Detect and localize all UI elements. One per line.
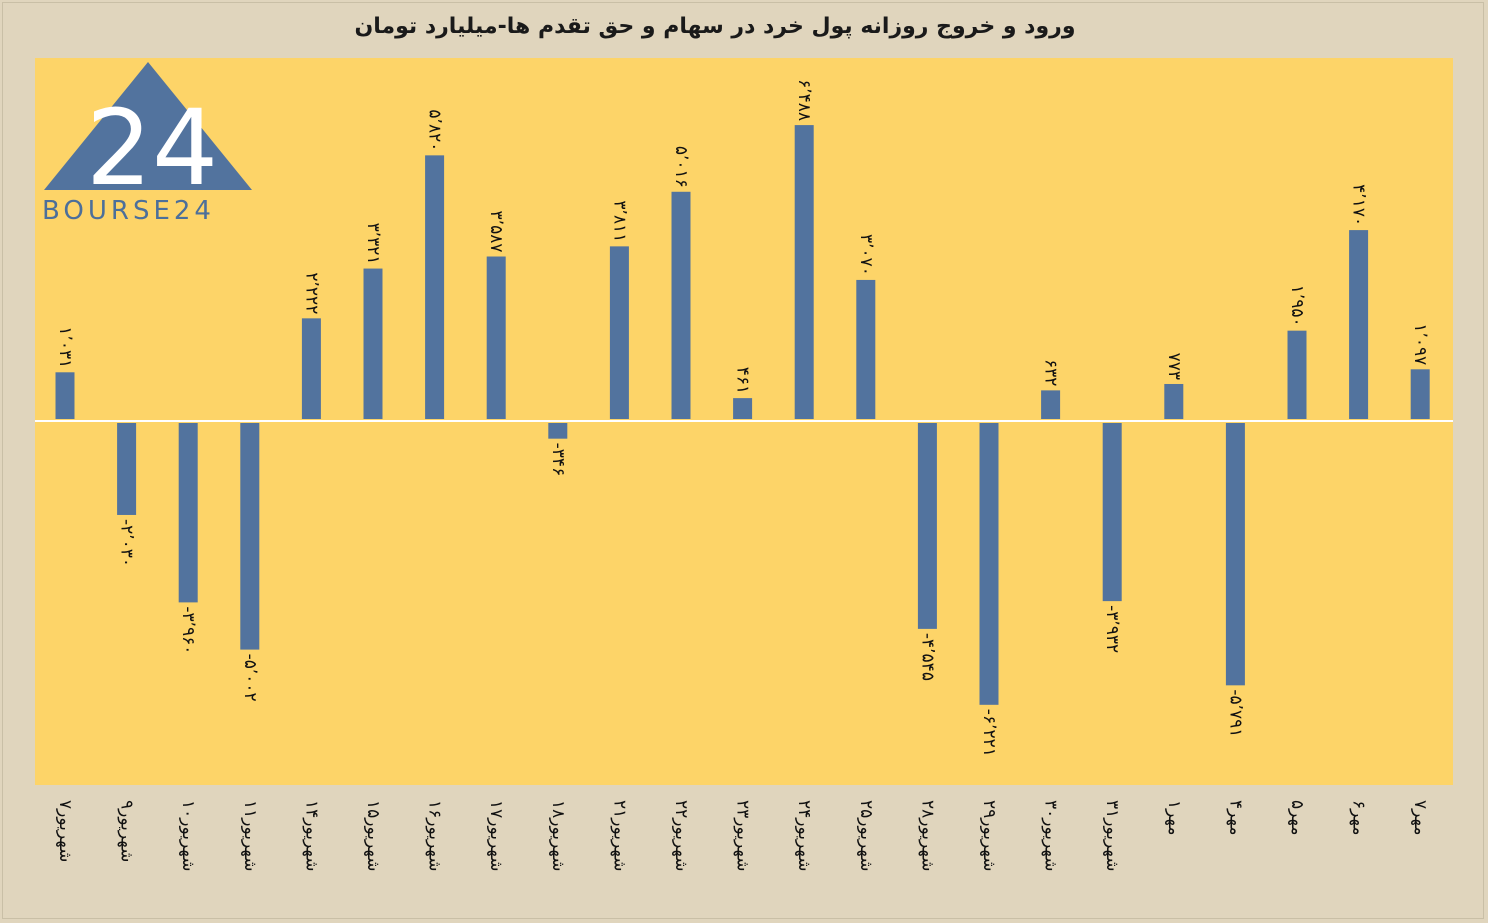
bar-chart: ۱٬۰۳۱ -۲٬۰۳۰ -۳٬۹۶۰ -۵٬۰۰۲ ۲٬۲۲۲ ۳٬۳۲۱ ۵٬۸۲۰ ۳٬…	[35, 79, 1453, 757]
data-label-21: ۴٬۱۷۰	[1349, 184, 1369, 226]
bourse24-logo: 24	[44, 62, 252, 209]
bar-2	[178, 423, 198, 603]
bar-8	[548, 423, 568, 439]
bar-15	[979, 423, 999, 705]
bar-5	[363, 268, 383, 419]
bar-22	[1410, 369, 1430, 419]
data-label-14: -۴٬۵۴۵	[917, 633, 937, 681]
data-label-11: ۴۶۱	[733, 367, 753, 394]
logo-mark: 24	[86, 87, 218, 209]
bar-1	[117, 423, 137, 515]
bar-21	[1349, 230, 1369, 419]
bar-11	[733, 398, 753, 419]
data-label-6: ۵٬۸۲۰	[425, 109, 445, 151]
data-label-4: ۲٬۲۲۲	[301, 272, 321, 314]
data-label-17: -۳٬۹۳۲	[1102, 605, 1122, 653]
data-label-13: ۳٬۰۷۰	[856, 234, 876, 276]
bar-12	[794, 125, 814, 419]
data-label-16: ۶۳۲	[1041, 359, 1061, 386]
bar-6	[425, 155, 445, 419]
bar-10	[671, 191, 691, 419]
chart-title: ورود و خروج روزانه پول خرد در سهام و حق …	[354, 14, 1076, 39]
bar-19	[1225, 423, 1245, 686]
data-label-5: ۳٬۳۲۱	[363, 223, 383, 265]
bar-16	[1041, 390, 1061, 419]
bar-14	[917, 423, 937, 629]
bar-7	[486, 256, 506, 419]
bar-4	[301, 318, 321, 419]
bar-9	[609, 246, 629, 419]
data-label-7: ۳٬۵۸۷	[486, 211, 506, 253]
data-label-19: -۵٬۷۹۱	[1225, 689, 1245, 737]
data-label-9: ۳٬۸۱۱	[609, 200, 629, 242]
data-label-0: ۱٬۰۳۱	[55, 326, 75, 368]
data-label-15: -۶٬۲۲۱	[979, 709, 999, 757]
bar-20	[1287, 330, 1307, 419]
data-label-10: ۵٬۰۱۶	[671, 146, 691, 188]
data-label-18: ۷۷۳	[1164, 353, 1184, 380]
bar-13	[856, 279, 876, 419]
bar-18	[1164, 383, 1184, 419]
bar-3	[240, 423, 260, 650]
data-label-8: -۳۴۶	[548, 443, 568, 477]
data-label-22: ۱٬۰۹۷	[1410, 323, 1430, 365]
data-label-3: -۵٬۰۰۲	[240, 654, 260, 702]
data-label-12: ۶٬۴۸۸	[794, 79, 814, 121]
data-label-2: -۳٬۹۶۰	[178, 606, 198, 654]
bar-17	[1102, 423, 1122, 602]
logo-text: BOURSE24	[42, 196, 215, 226]
data-label-1: -۲٬۰۳۰	[117, 519, 137, 567]
data-label-20: ۱٬۹۵۰	[1287, 285, 1307, 327]
bar-0	[55, 372, 75, 419]
plot-area: ۱٬۰۳۱ -۲٬۰۳۰ -۳٬۹۶۰ -۵٬۰۰۲ ۲٬۲۲۲ ۳٬۳۲۱ ۵٬۸۲۰ ۳٬…	[35, 58, 1453, 785]
logo-triangle	[44, 62, 252, 190]
